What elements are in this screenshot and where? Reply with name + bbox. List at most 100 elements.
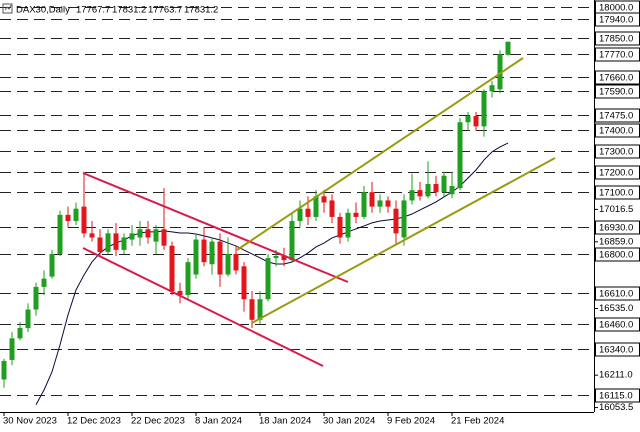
candle-body bbox=[473, 116, 479, 127]
candle-body bbox=[465, 116, 471, 123]
candle-body bbox=[161, 229, 167, 246]
candle-body bbox=[153, 229, 159, 242]
level-label: 17475.0 bbox=[599, 111, 633, 122]
candle-body bbox=[441, 175, 447, 193]
x-tick-label: 12 Dec 2023 bbox=[67, 416, 121, 427]
candle-body bbox=[193, 239, 199, 275]
level-label: 16610.0 bbox=[599, 289, 633, 300]
candle-body bbox=[449, 186, 455, 195]
level-label: 18000.0 bbox=[599, 3, 633, 14]
level-label: 17850.0 bbox=[599, 34, 633, 45]
candle-body bbox=[257, 299, 263, 320]
candle-body bbox=[489, 85, 495, 92]
candle-body bbox=[41, 278, 47, 287]
candle-body bbox=[137, 229, 143, 238]
header: DAX30,Daily 17767.7 17831.2 17763.7 1783… bbox=[2, 3, 218, 16]
candle-body bbox=[289, 221, 295, 261]
x-tick-label: 9 Feb 2024 bbox=[387, 416, 435, 427]
candle-body bbox=[377, 200, 383, 207]
candle-body bbox=[497, 54, 503, 90]
candle-body bbox=[433, 183, 439, 193]
rising-channel-upper bbox=[236, 57, 524, 251]
candle-body bbox=[225, 253, 231, 275]
candle-body bbox=[393, 208, 399, 234]
candle-body bbox=[417, 190, 423, 197]
candle-body bbox=[425, 183, 431, 197]
level-label: 16460.0 bbox=[599, 320, 633, 331]
candle-body bbox=[201, 239, 207, 263]
candle-body bbox=[9, 338, 15, 360]
y-tick-label: 16535.0 bbox=[599, 303, 633, 314]
candle-body bbox=[337, 216, 343, 238]
level-label: 17300.0 bbox=[599, 147, 633, 158]
candle-body bbox=[89, 233, 95, 238]
candle-body bbox=[97, 237, 103, 252]
header-icon bbox=[2, 3, 13, 14]
candle-body bbox=[409, 190, 415, 201]
candle-body bbox=[249, 299, 255, 320]
open-value: 17767.7 bbox=[76, 5, 110, 16]
candle-body bbox=[281, 256, 287, 261]
candle-body bbox=[241, 266, 247, 300]
low-value: 17763.7 bbox=[148, 5, 182, 16]
falling-channel-upper bbox=[82, 172, 349, 283]
level-label: 16115.0 bbox=[599, 391, 633, 402]
y-tick-label: 16053.5 bbox=[599, 402, 633, 413]
candle-body bbox=[217, 241, 223, 275]
header-icon-glyph bbox=[4, 4, 12, 11]
candle-body bbox=[113, 233, 119, 250]
candle-body bbox=[329, 200, 335, 217]
x-tick-label: 21 Feb 2024 bbox=[451, 416, 504, 427]
y-tick-label: 17016.5 bbox=[599, 204, 633, 215]
y-tick-label: 16859.0 bbox=[599, 236, 633, 247]
candle-body bbox=[57, 214, 63, 254]
x-tick-label: 18 Jan 2024 bbox=[259, 416, 311, 427]
candle-body bbox=[385, 200, 391, 207]
trend-lines bbox=[82, 57, 556, 367]
candle-body bbox=[505, 41, 511, 55]
candle-body bbox=[185, 262, 191, 296]
candle-body bbox=[65, 214, 71, 222]
candle-body bbox=[361, 192, 367, 217]
level-label: 17940.0 bbox=[599, 15, 633, 26]
level-label: 17770.0 bbox=[599, 50, 633, 61]
candle-body bbox=[1, 360, 7, 380]
candle-body bbox=[33, 286, 39, 310]
candle-body bbox=[345, 212, 351, 238]
candle-body bbox=[369, 192, 375, 207]
candle-body bbox=[457, 122, 463, 189]
candle-body bbox=[17, 328, 23, 339]
candle-body bbox=[313, 196, 319, 217]
candle-body bbox=[273, 256, 279, 259]
candle-body bbox=[305, 208, 311, 217]
candle-body bbox=[81, 206, 87, 234]
level-label: 17400.0 bbox=[599, 126, 633, 137]
x-tick-label: 30 Nov 2023 bbox=[3, 416, 57, 427]
level-label: 17590.0 bbox=[599, 87, 633, 98]
candle-body bbox=[145, 229, 151, 238]
level-label: 16340.0 bbox=[599, 345, 633, 356]
x-tick-label: 30 Jan 2024 bbox=[323, 416, 375, 427]
y-tick-label: 16211.0 bbox=[599, 370, 633, 381]
rising-channel-lower bbox=[251, 157, 556, 324]
level-label: 16930.0 bbox=[599, 223, 633, 234]
candle-body bbox=[401, 200, 407, 238]
level-label: 17100.0 bbox=[599, 188, 633, 199]
candle-body bbox=[25, 309, 31, 329]
candle-body bbox=[265, 258, 271, 300]
candle-body bbox=[233, 253, 239, 271]
candle-body bbox=[73, 208, 79, 222]
candle-body bbox=[169, 245, 175, 291]
candle-body bbox=[121, 237, 127, 250]
high-value: 17831.2 bbox=[112, 5, 146, 16]
x-tick-label: 22 Dec 2023 bbox=[131, 416, 185, 427]
candle-body bbox=[49, 253, 55, 277]
candle-body bbox=[209, 241, 215, 265]
candle-body bbox=[177, 290, 183, 296]
symbol-title: DAX30,Daily bbox=[16, 5, 70, 16]
axis-labels: 17016.5 16859.0 16535.0 16211.0 16053.5 17831… bbox=[3, 0, 640, 427]
candle-body bbox=[129, 233, 135, 240]
candle-body bbox=[297, 208, 303, 222]
